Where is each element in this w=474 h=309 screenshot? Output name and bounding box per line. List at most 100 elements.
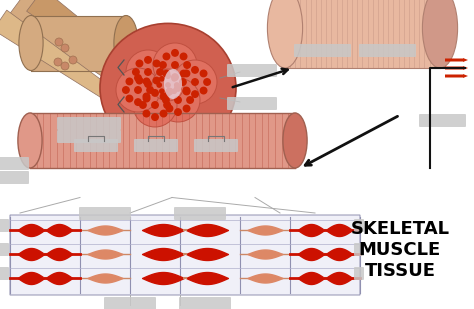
FancyBboxPatch shape — [57, 130, 121, 143]
Circle shape — [182, 104, 191, 112]
Circle shape — [153, 43, 197, 87]
FancyBboxPatch shape — [354, 243, 364, 256]
Circle shape — [133, 83, 177, 127]
Circle shape — [143, 92, 150, 100]
Polygon shape — [27, 0, 160, 96]
Polygon shape — [0, 10, 114, 101]
Circle shape — [200, 70, 208, 77]
Circle shape — [182, 70, 191, 77]
Circle shape — [163, 53, 171, 60]
Circle shape — [180, 53, 188, 60]
FancyBboxPatch shape — [419, 114, 466, 127]
Circle shape — [136, 77, 144, 85]
Circle shape — [156, 82, 162, 88]
Circle shape — [179, 78, 187, 86]
FancyArrow shape — [445, 58, 468, 62]
Circle shape — [165, 104, 173, 112]
Text: SKELETAL
MUSCLE
TISSUE: SKELETAL MUSCLE TISSUE — [350, 220, 449, 280]
Circle shape — [146, 86, 154, 94]
Circle shape — [191, 78, 199, 86]
Circle shape — [171, 76, 177, 82]
Ellipse shape — [19, 15, 43, 70]
Circle shape — [182, 87, 191, 95]
Circle shape — [144, 68, 152, 76]
Circle shape — [171, 49, 179, 57]
FancyBboxPatch shape — [74, 139, 118, 152]
Circle shape — [152, 69, 184, 101]
Circle shape — [174, 96, 182, 104]
Circle shape — [171, 73, 179, 81]
Circle shape — [163, 101, 171, 109]
Circle shape — [134, 74, 142, 82]
Circle shape — [174, 82, 180, 88]
FancyBboxPatch shape — [134, 139, 178, 152]
Circle shape — [61, 44, 69, 52]
Circle shape — [134, 86, 142, 94]
Circle shape — [143, 95, 151, 103]
Circle shape — [136, 60, 144, 67]
Circle shape — [174, 108, 182, 116]
Circle shape — [54, 58, 62, 66]
Circle shape — [55, 38, 63, 46]
Circle shape — [173, 60, 217, 104]
Circle shape — [174, 84, 182, 92]
FancyBboxPatch shape — [0, 157, 29, 170]
FancyArrow shape — [445, 66, 468, 70]
FancyBboxPatch shape — [10, 215, 360, 295]
FancyBboxPatch shape — [227, 64, 277, 77]
Ellipse shape — [283, 113, 307, 168]
FancyBboxPatch shape — [0, 243, 9, 256]
Circle shape — [151, 89, 159, 97]
FancyArrow shape — [445, 74, 468, 78]
Circle shape — [200, 87, 208, 95]
Circle shape — [171, 88, 177, 94]
FancyBboxPatch shape — [359, 44, 416, 57]
Circle shape — [165, 87, 173, 95]
Circle shape — [153, 77, 161, 85]
Circle shape — [180, 70, 188, 78]
FancyBboxPatch shape — [174, 207, 226, 220]
Circle shape — [143, 110, 150, 117]
Bar — [31, 15, 126, 70]
Ellipse shape — [267, 0, 302, 68]
Ellipse shape — [164, 69, 182, 99]
FancyBboxPatch shape — [294, 44, 351, 57]
Circle shape — [132, 68, 140, 76]
Circle shape — [183, 61, 191, 69]
FancyBboxPatch shape — [57, 117, 121, 130]
Circle shape — [61, 62, 69, 70]
Ellipse shape — [100, 23, 236, 153]
Circle shape — [151, 113, 159, 121]
Circle shape — [159, 76, 164, 82]
Ellipse shape — [422, 0, 457, 68]
Circle shape — [159, 88, 164, 94]
FancyBboxPatch shape — [0, 267, 9, 280]
Circle shape — [182, 87, 191, 95]
Circle shape — [151, 101, 159, 109]
Circle shape — [160, 110, 167, 117]
Circle shape — [69, 56, 77, 64]
Circle shape — [153, 60, 161, 67]
FancyBboxPatch shape — [104, 297, 156, 309]
Ellipse shape — [18, 113, 42, 168]
Bar — [285, 0, 440, 68]
Circle shape — [171, 61, 179, 69]
Circle shape — [203, 78, 211, 86]
Circle shape — [126, 50, 170, 94]
FancyBboxPatch shape — [354, 219, 364, 232]
FancyBboxPatch shape — [194, 139, 238, 152]
FancyBboxPatch shape — [179, 297, 231, 309]
Circle shape — [143, 78, 151, 85]
Polygon shape — [9, 0, 154, 103]
FancyBboxPatch shape — [354, 267, 364, 280]
Circle shape — [191, 66, 199, 74]
Circle shape — [122, 86, 130, 94]
Circle shape — [134, 98, 142, 106]
Circle shape — [139, 101, 147, 109]
FancyBboxPatch shape — [79, 207, 131, 220]
FancyBboxPatch shape — [0, 219, 9, 232]
FancyBboxPatch shape — [0, 171, 29, 184]
Circle shape — [165, 91, 171, 97]
Circle shape — [191, 90, 199, 98]
Circle shape — [156, 68, 164, 76]
